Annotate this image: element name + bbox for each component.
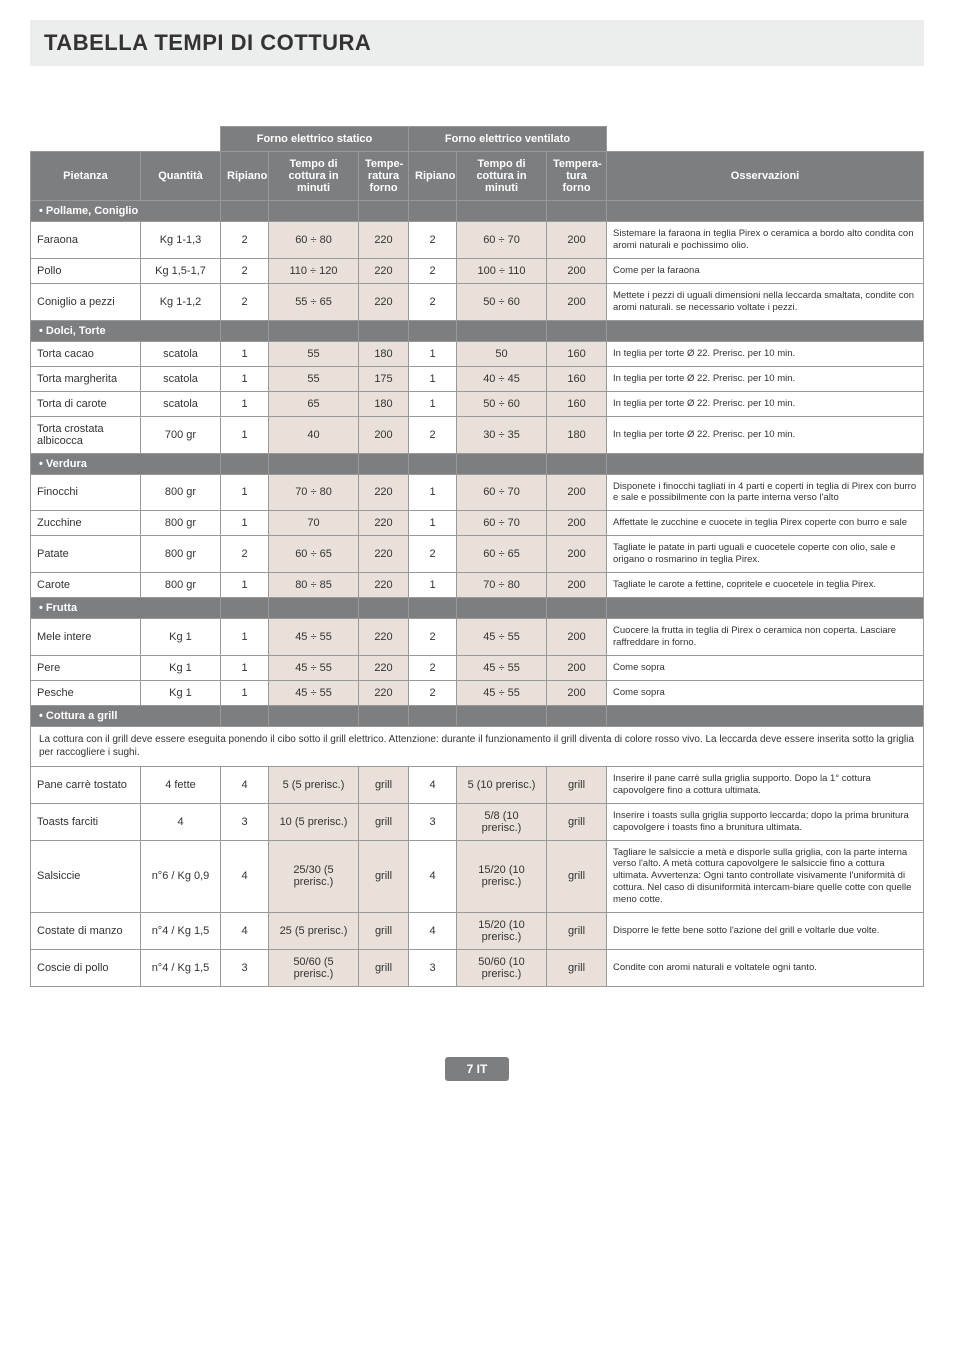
header-statico: Forno elettrico statico: [221, 127, 409, 152]
page-number-badge: 7 IT: [445, 1057, 510, 1081]
col-oss: Osservazioni: [607, 152, 924, 201]
table-row: PereKg 1145 ÷ 55220245 ÷ 55200Come sopra: [31, 655, 924, 680]
table-row: Toasts farciti4310 (5 prerisc.)grill35/8…: [31, 803, 924, 840]
col-tempo1: Tempo di cottura in minuti: [269, 152, 359, 201]
col-pietanza: Pietanza: [31, 152, 141, 201]
table-row: Coscie di pollon°4 / Kg 1,5350/60 (5 pre…: [31, 949, 924, 986]
table-row: Finocchi800 gr170 ÷ 80220160 ÷ 70200Disp…: [31, 474, 924, 511]
section-row: • Verdura: [31, 453, 924, 474]
section-label: • Verdura: [31, 453, 221, 474]
table-row: FaraonaKg 1-1,3260 ÷ 80220260 ÷ 70200Sis…: [31, 222, 924, 259]
table-row: Torta crostata albicocca700 gr140200230 …: [31, 416, 924, 453]
cooking-table: Forno elettrico statico Forno elettrico …: [30, 126, 924, 987]
table-row: Torta di carotescatola165180150 ÷ 60160I…: [31, 391, 924, 416]
page-title: TABELLA TEMPI DI COTTURA: [44, 30, 910, 56]
section-label: • Pollame, Coniglio: [31, 201, 221, 222]
table-row: Mele intereKg 1145 ÷ 55220245 ÷ 55200Cuo…: [31, 619, 924, 656]
section-label: • Cottura a grill: [31, 705, 221, 726]
section-label: • Frutta: [31, 598, 221, 619]
table-row: PolloKg 1,5-1,72110 ÷ 1202202100 ÷ 11020…: [31, 258, 924, 283]
table-row: Salsiccien°6 / Kg 0,9425/30 (5 prerisc.)…: [31, 840, 924, 912]
table-body: • Pollame, ConiglioFaraonaKg 1-1,3260 ÷ …: [31, 201, 924, 987]
table-row: Torta cacaoscatola155180150160In teglia …: [31, 341, 924, 366]
table-row: PescheKg 1145 ÷ 55220245 ÷ 55200Come sop…: [31, 680, 924, 705]
header-ventilato: Forno elettrico ventilato: [409, 127, 607, 152]
col-temp2: Tempera-tura forno: [547, 152, 607, 201]
section-row: • Cottura a grill: [31, 705, 924, 726]
table-row: Costate di manzon°4 / Kg 1,5425 (5 preri…: [31, 912, 924, 949]
table-row: Pane carrè tostato4 fette45 (5 prerisc.)…: [31, 766, 924, 803]
col-quantita: Quantità: [141, 152, 221, 201]
table-row: Patate800 gr260 ÷ 65220260 ÷ 65200Taglia…: [31, 536, 924, 573]
section-label: • Dolci, Torte: [31, 320, 221, 341]
section-row: • Pollame, Coniglio: [31, 201, 924, 222]
grill-note-row: La cottura con il grill deve essere eseg…: [31, 726, 924, 766]
table-row: Zucchine800 gr170220160 ÷ 70200Affettate…: [31, 511, 924, 536]
grill-note: La cottura con il grill deve essere eseg…: [31, 726, 924, 766]
table-row: Torta margheritascatola155175140 ÷ 45160…: [31, 366, 924, 391]
section-row: • Frutta: [31, 598, 924, 619]
table-row: Coniglio a pezziKg 1-1,2255 ÷ 65220250 ÷…: [31, 283, 924, 320]
col-tempo2: Tempo di cottura in minuti: [457, 152, 547, 201]
col-ripiano1: Ripiano: [221, 152, 269, 201]
section-row: • Dolci, Torte: [31, 320, 924, 341]
col-temp1: Tempe-ratura forno: [359, 152, 409, 201]
col-ripiano2: Ripiano: [409, 152, 457, 201]
table-row: Carote800 gr180 ÷ 85220170 ÷ 80200Taglia…: [31, 573, 924, 598]
footer: 7 IT: [30, 1057, 924, 1081]
title-band: TABELLA TEMPI DI COTTURA: [30, 20, 924, 66]
